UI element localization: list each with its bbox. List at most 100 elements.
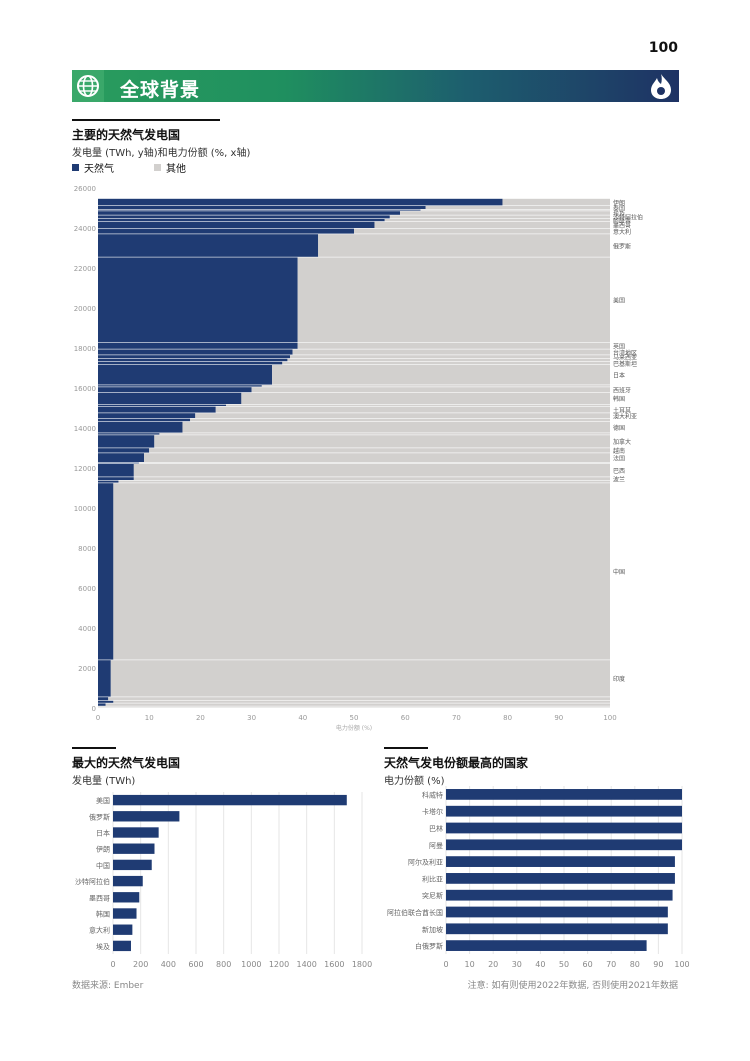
country-label: 德国 (613, 424, 625, 432)
y-tick-label: 4000 (78, 625, 96, 633)
x-tick-label: 50 (559, 960, 569, 969)
other-share-bar (113, 700, 611, 703)
y-tick-label: 26000 (74, 185, 96, 193)
other-share-bar (195, 413, 610, 418)
other-share-bar (272, 365, 610, 385)
x-tick-label: 600 (188, 960, 203, 969)
main-chart-rule (72, 119, 220, 121)
gas-share-bar (98, 464, 134, 477)
x-tick-label: 800 (216, 960, 231, 969)
x-tick-label: 70 (606, 960, 616, 969)
other-share-bar (292, 349, 610, 355)
gas-share-bar (98, 421, 183, 433)
country-label: 马来西亚 (613, 354, 637, 362)
bar (113, 843, 155, 854)
gas-share-bar (98, 358, 288, 362)
y-tick-label: 16000 (74, 385, 96, 393)
category-label: 日本 (96, 829, 110, 838)
left-chart-rule (72, 747, 116, 749)
gas-share-bar (98, 448, 150, 453)
bar (446, 940, 647, 951)
category-label: 阿拉伯联合酋长国 (387, 908, 443, 917)
y-tick-label: 22000 (74, 265, 96, 273)
gas-share-bar (98, 413, 196, 418)
x-tick-label: 40 (298, 714, 307, 722)
x-tick-label: 400 (161, 960, 176, 969)
category-label: 新加坡 (422, 925, 443, 934)
y-tick-label: 2000 (78, 665, 96, 673)
gas-share-bar (98, 660, 111, 697)
x-tick-label: 70 (452, 714, 461, 722)
x-tick-label: 1400 (296, 960, 316, 969)
page-number: 100 (648, 40, 678, 56)
category-label: 意大利 (89, 926, 110, 935)
gas-share-bar (98, 365, 273, 385)
bar (446, 839, 682, 851)
bar (113, 827, 159, 838)
gas-share-bar (98, 433, 160, 435)
category-label: 美国 (96, 796, 110, 805)
other-share-bar (190, 418, 610, 422)
banner-icon-box (72, 70, 104, 102)
country-label: 巴西 (613, 468, 625, 475)
gas-share-bar (98, 257, 298, 343)
gas-share-bar (98, 387, 252, 393)
gas-share-bar (98, 211, 401, 215)
x-tick-label: 1000 (241, 960, 261, 969)
other-share-bar (287, 358, 610, 362)
bar (446, 805, 682, 817)
y-tick-label: 14000 (74, 425, 96, 433)
source-note: 数据来源: Ember (72, 981, 144, 991)
y-tick-label: 8000 (78, 545, 96, 553)
other-share-bar (502, 198, 610, 206)
category-label: 俄罗斯 (89, 812, 110, 821)
y-tick-label: 20000 (74, 305, 96, 313)
category-label: 伊朗 (96, 845, 110, 854)
country-label: 俄罗斯 (613, 242, 631, 250)
gas-share-bar (98, 697, 109, 701)
gas-share-bar (98, 215, 390, 219)
gas-share-bar (98, 209, 421, 211)
x-tick-label: 200 (133, 960, 148, 969)
other-share-bar (384, 219, 610, 222)
bar (446, 889, 673, 901)
section-title: 全球背景 (120, 79, 201, 101)
left-chart-title: 最大的天然气发电国 (72, 756, 181, 770)
gas-share-bar (98, 462, 139, 464)
other-share-bar (400, 211, 610, 215)
country-label: 印度 (613, 675, 625, 683)
other-share-bar (118, 480, 610, 483)
flame-logo-icon (651, 74, 671, 99)
gas-share-bar (98, 219, 385, 222)
category-label: 沙特阿拉伯 (75, 877, 110, 886)
x-tick-label: 90 (653, 960, 663, 969)
other-share-bar (105, 703, 611, 706)
country-label: 越南 (613, 447, 625, 455)
globe-icon (77, 75, 99, 97)
bar (113, 859, 152, 871)
country-label: 韩国 (613, 395, 625, 403)
other-share-bar (108, 697, 611, 701)
y-tick-label: 18000 (74, 345, 96, 353)
section-banner: 全球背景 (72, 70, 679, 102)
gas-share-bar (98, 198, 503, 206)
gas-share-bar (98, 483, 114, 660)
gas-share-bar (98, 343, 298, 349)
other-share-bar (149, 448, 610, 453)
gas-share-bar (98, 385, 262, 387)
other-share-bar (297, 343, 610, 349)
bar (113, 940, 131, 952)
x-tick-label: 60 (583, 960, 593, 969)
category-label: 利比亚 (422, 874, 443, 883)
legend-other: 其他 (154, 160, 186, 175)
country-label: 英国 (613, 343, 625, 351)
other-share-bar (226, 404, 610, 406)
legend-gas: 天然气 (72, 160, 114, 175)
gas-share-bar (98, 355, 290, 359)
bar (113, 811, 180, 822)
y-tick-label: 24000 (74, 225, 96, 233)
country-label: 西班牙 (613, 387, 631, 395)
category-label: 巴林 (429, 824, 443, 833)
bar (113, 794, 347, 806)
country-label: 加拿大 (613, 438, 631, 446)
